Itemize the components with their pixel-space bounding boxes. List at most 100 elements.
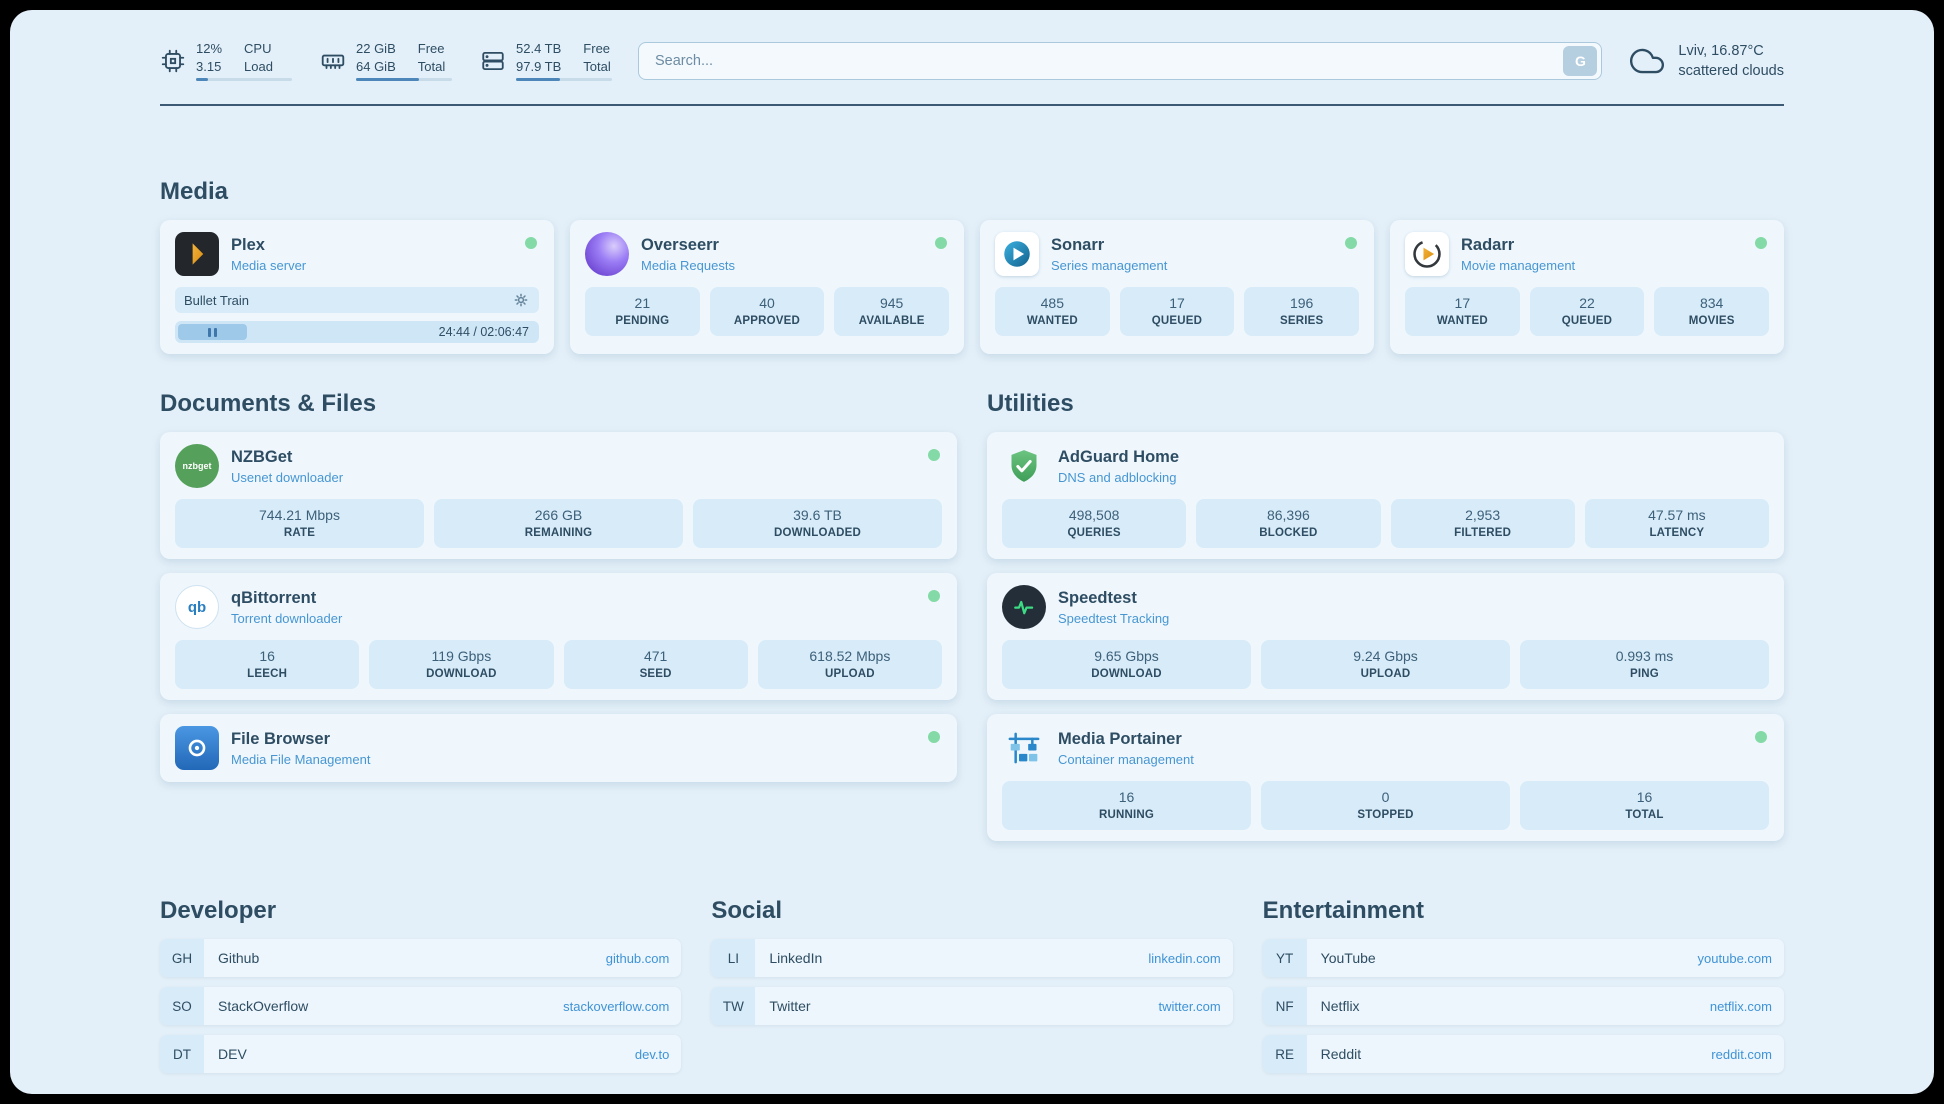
stat-value: 0 <box>1381 789 1390 805</box>
nzbget-icon: nzbget <box>175 444 219 488</box>
bookmark-twitter[interactable]: TW Twitter twitter.com <box>711 987 1233 1025</box>
memory-usage-bar <box>356 78 452 82</box>
stat-label: RATE <box>283 527 316 539</box>
section-title-entertainment: Entertainment <box>1262 897 1425 924</box>
memory-icon <box>320 48 346 74</box>
bookmark-link: linkedin.com <box>1148 950 1221 966</box>
stat-box: 618.52 Mbps UPLOAD <box>757 640 942 689</box>
sonarr-icon <box>995 232 1039 276</box>
service-card-plex[interactable]: Plex Media server Bullet Train <box>160 220 554 354</box>
cpu-usage-value: 12% <box>196 40 223 56</box>
status-dot <box>1345 237 1357 249</box>
bookmark-dev[interactable]: DT DEV dev.to <box>160 1035 682 1073</box>
cpu-stat-body: 12% 3.15 CPU Load <box>196 40 292 82</box>
stat-value: 196 <box>1289 295 1314 311</box>
service-subtitle: Series management <box>1051 257 1168 273</box>
memory-stat-body: 22 GiB 64 GiB Free Total <box>356 41 452 82</box>
stat-value: 86,396 <box>1266 507 1310 523</box>
stat-value: 16 <box>1118 789 1135 805</box>
bookmark-name: LinkedIn <box>769 950 823 966</box>
stat-label: AVAILABLE <box>858 315 925 327</box>
nzbget-card-header: nzbget NZBGet Usenet downloader <box>175 443 942 489</box>
stat-value: 618.52 Mbps <box>809 648 891 664</box>
service-subtitle: Usenet downloader <box>231 469 344 485</box>
stat-box: 485 WANTED <box>995 287 1110 336</box>
service-card-filebrowser[interactable]: File Browser Media File Management <box>160 714 957 782</box>
qbittorrent-card-header: qb qBittorrent Torrent downloader <box>175 584 942 630</box>
stat-label: PENDING <box>615 315 670 327</box>
status-dot <box>935 237 947 249</box>
service-card-portainer[interactable]: Media Portainer Container management 16 … <box>987 714 1784 841</box>
stat-box: 834 MOVIES <box>1654 287 1769 336</box>
status-dot <box>1755 237 1767 249</box>
stat-label: LEECH <box>247 668 288 680</box>
disk-total-label: Total <box>583 58 611 74</box>
bookmark-link: stackoverflow.com <box>563 998 670 1014</box>
adguard-icon <box>1002 444 1046 488</box>
stat-label: WANTED <box>1436 315 1488 327</box>
stat-label: BLOCKED <box>1259 527 1318 539</box>
bookmark-linkedin[interactable]: LI LinkedIn linkedin.com <box>711 939 1233 977</box>
now-playing-row: Bullet Train <box>175 287 539 313</box>
speedtest-icon <box>1002 585 1046 629</box>
service-name: NZBGet <box>231 447 293 466</box>
stat-box: 119 Gbps DOWNLOAD <box>369 640 554 689</box>
bookmark-abbr: SO <box>160 987 204 1025</box>
service-card-sonarr[interactable]: Sonarr Series management 485 WANTED 17 Q… <box>980 220 1374 354</box>
service-subtitle: Media server <box>231 257 307 273</box>
stat-box: 39.6 TB DOWNLOADED <box>693 499 942 548</box>
portainer-stats: 16 RUNNING 0 STOPPED 16 TOTAL <box>1002 781 1769 830</box>
bookmark-link: twitter.com <box>1158 998 1221 1014</box>
stat-value: 2,953 <box>1465 507 1501 523</box>
stat-value: 16 <box>1636 789 1653 805</box>
bookmark-stackoverflow[interactable]: SO StackOverflow stackoverflow.com <box>160 987 682 1025</box>
service-card-overseerr[interactable]: Overseerr Media Requests 21 PENDING 40 A… <box>570 220 964 354</box>
service-name: AdGuard Home <box>1058 447 1180 466</box>
search-provider-button[interactable]: G <box>1563 46 1598 76</box>
stat-box: 86,396 BLOCKED <box>1196 499 1381 548</box>
stat-box: 16 LEECH <box>175 640 360 689</box>
stat-box: 47.57 ms LATENCY <box>1584 499 1769 548</box>
disk-free-label: Free <box>583 40 611 56</box>
overseerr-stats: 21 PENDING 40 APPROVED 945 AVAILABLE <box>585 287 949 336</box>
service-card-qbittorrent[interactable]: qb qBittorrent Torrent downloader 16 LEE… <box>160 573 957 700</box>
bookmark-reddit[interactable]: RE Reddit reddit.com <box>1262 1035 1784 1073</box>
radarr-card-header: Radarr Movie management <box>1405 231 1769 277</box>
bookmark-abbr: LI <box>711 939 756 977</box>
playback-progress-bar: 24:44 / 02:06:47 <box>175 321 539 343</box>
search-input[interactable] <box>638 42 1603 80</box>
dashboard-content: 12% 3.15 CPU Load <box>160 38 1784 1073</box>
stat-box: 40 APPROVED <box>709 287 825 336</box>
service-card-adguard[interactable]: AdGuard Home DNS and adblocking 498,508 … <box>987 432 1784 559</box>
service-card-speedtest[interactable]: Speedtest Speedtest Tracking 9.65 Gbps D… <box>987 573 1784 700</box>
disk-free-value: 52.4 TB <box>516 40 562 56</box>
stat-label: RUNNING <box>1098 809 1155 821</box>
bookmark-link: reddit.com <box>1711 1046 1772 1062</box>
bookmark-abbr: TW <box>711 987 756 1025</box>
bookmark-youtube[interactable]: YT YouTube youtube.com <box>1262 939 1784 977</box>
bookmark-netflix[interactable]: NF Netflix netflix.com <box>1262 987 1784 1025</box>
stat-value: 471 <box>643 648 668 664</box>
service-card-radarr[interactable]: Radarr Movie management 17 WANTED 22 QUE… <box>1390 220 1784 354</box>
stat-value: 744.21 Mbps <box>259 507 340 523</box>
adguard-stats: 498,508 QUERIES 86,396 BLOCKED 2,953 FIL… <box>1002 499 1769 548</box>
service-name: Overseerr <box>641 235 719 254</box>
bookmark-github[interactable]: GH Github github.com <box>160 939 682 977</box>
stat-value: 17 <box>1454 295 1471 311</box>
stat-box: 0.993 ms PING <box>1520 640 1769 689</box>
stat-label: SEED <box>639 668 672 680</box>
stat-box: 744.21 Mbps RATE <box>175 499 424 548</box>
cpu-icon <box>160 48 186 74</box>
section-title-developer: Developer <box>160 897 277 924</box>
cpu-usage-bar-fill <box>196 78 208 82</box>
stat-box: 266 GB REMAINING <box>434 499 683 548</box>
plex-card-header: Plex Media server <box>175 231 539 277</box>
stat-value: 40 <box>759 295 775 311</box>
memory-usage-bar-fill <box>356 78 420 82</box>
bookmark-name: Twitter <box>769 998 811 1014</box>
status-dot <box>525 237 537 249</box>
gear-icon[interactable] <box>512 291 530 309</box>
middle-band: Documents & Files nzbget NZBGet Usenet d… <box>160 390 1784 841</box>
service-card-nzbget[interactable]: nzbget NZBGet Usenet downloader 744.21 M… <box>160 432 957 559</box>
service-name: qBittorrent <box>231 588 317 607</box>
